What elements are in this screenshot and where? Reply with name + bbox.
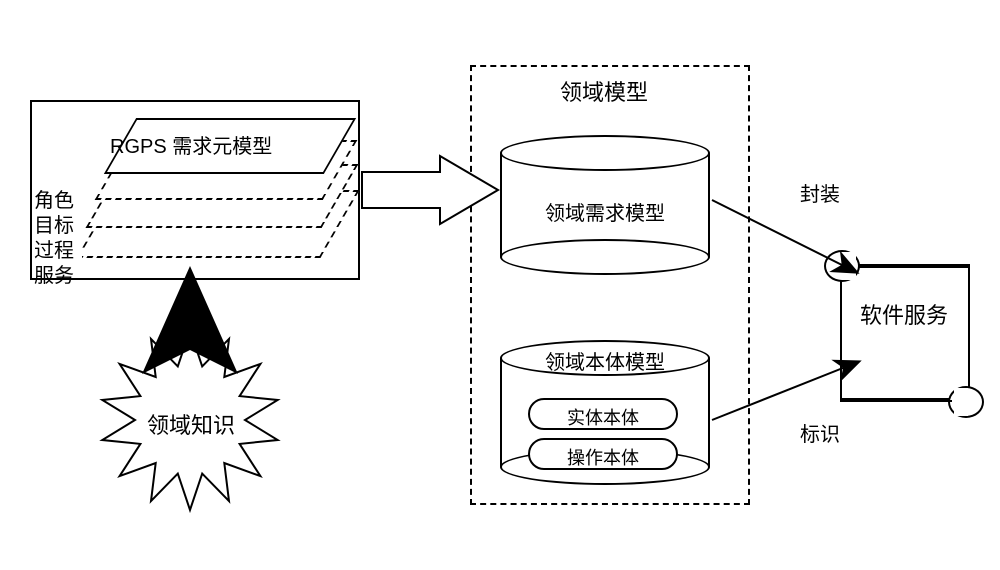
software-service-label: 软件服务 bbox=[860, 298, 948, 330]
domain-knowledge-label: 领域知识 bbox=[146, 408, 236, 440]
pill-entity-ontology: 实体本体 bbox=[528, 398, 678, 430]
rgps-layer-label-service: 服务 bbox=[34, 259, 74, 288]
diagram-canvas: RGPS 需求元模型 角色 目标 过程 服务 领域模型 领域需求模型 领域本体模… bbox=[0, 0, 1000, 570]
edge-label-identify: 标识 bbox=[800, 418, 840, 447]
software-service-scroll: 软件服务 bbox=[830, 250, 980, 420]
rgps-title: RGPS 需求元模型 bbox=[110, 130, 272, 159]
domain-model-title: 领域模型 bbox=[560, 75, 648, 107]
cylinder-ontology-title: 领域本体模型 bbox=[500, 346, 710, 375]
pill-operation-ontology: 操作本体 bbox=[528, 438, 678, 470]
cylinder-req-label: 领域需求模型 bbox=[500, 197, 710, 226]
edge-label-encapsulate: 封装 bbox=[800, 178, 840, 207]
cylinder-req-model: 领域需求模型 bbox=[500, 135, 710, 275]
